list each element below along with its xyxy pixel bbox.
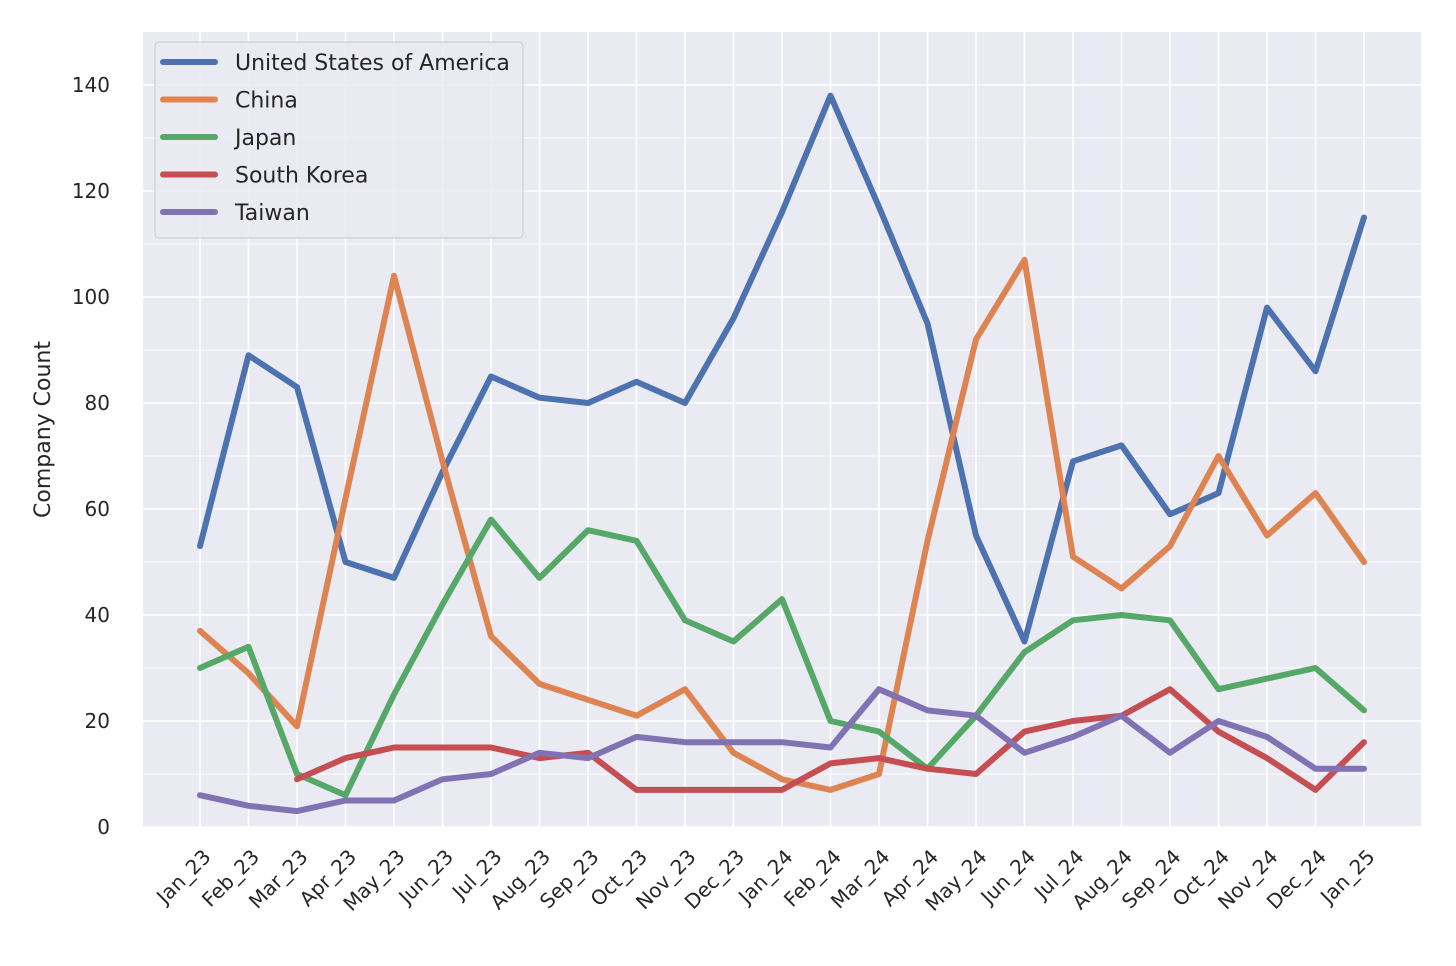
- x-axis-ticks: Jan_23Feb_23Mar_23Apr_23May_23Jun_23Jul_…: [150, 845, 1379, 916]
- series-line-united-states-of-america: [197, 92, 1367, 645]
- legend: United States of America China Japan South …: [154, 41, 524, 239]
- legend-label-south-korea: South Korea: [235, 164, 368, 189]
- y-tick-label: 140: [72, 73, 110, 97]
- series-line-china: [197, 256, 1367, 793]
- series-line-taiwan: [197, 686, 1367, 815]
- series-lines: [197, 92, 1367, 815]
- y-tick-label: 40: [85, 603, 110, 627]
- legend-label-united-states-of-america: United States of America: [235, 51, 510, 76]
- y-tick-label: 80: [85, 391, 110, 415]
- legend-label-china: China: [235, 89, 298, 114]
- y-tick-label: 20: [85, 709, 110, 733]
- y-tick-label: 120: [72, 179, 110, 203]
- legend-box: [154, 41, 524, 239]
- y-tick-label: 100: [72, 285, 110, 309]
- y-tick-label: 0: [97, 815, 110, 839]
- x-tick-label: Jan_25: [1314, 845, 1379, 910]
- y-tick-label: 60: [85, 497, 110, 521]
- y-axis-ticks: 0 20 40 60 80 100 120 140: [72, 73, 110, 839]
- legend-label-taiwan: Taiwan: [234, 201, 310, 226]
- y-axis-label: Company Count: [31, 341, 56, 518]
- legend-label-japan: Japan: [233, 126, 296, 151]
- series-line-japan: [197, 516, 1367, 799]
- series-line-south-korea: [294, 686, 1367, 793]
